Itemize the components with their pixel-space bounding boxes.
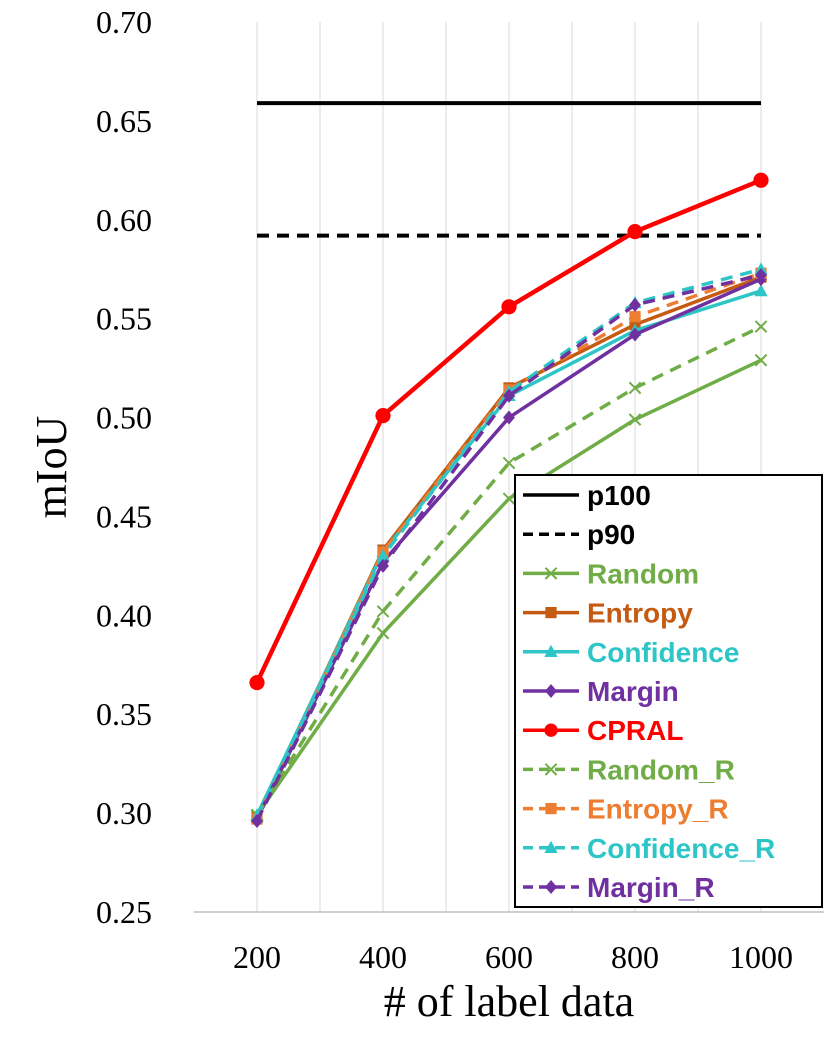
y-tick-label: 0.30 <box>96 795 152 831</box>
legend-marker <box>545 803 557 815</box>
legend-entry: p90 <box>523 519 635 550</box>
legend-marker <box>544 763 558 776</box>
series-line <box>255 273 762 822</box>
legend-label: Confidence <box>587 637 739 668</box>
legend: p100 p90 Random Entropy Confidence Margin CPRA… <box>514 474 823 908</box>
y-tick-label: 0.60 <box>96 202 152 238</box>
legend-entry: Entropy_R <box>523 794 729 825</box>
legend-label: Confidence_R <box>587 833 775 864</box>
data-point <box>754 320 768 333</box>
legend-entry: Confidence_R <box>523 833 775 864</box>
y-axis-ticks: 0.25 0.30 0.35 0.40 0.45 0.50 0.55 0.60 0.65 0.70 <box>96 4 152 930</box>
y-tick-label: 0.70 <box>96 4 152 40</box>
y-tick-label: 0.40 <box>96 597 152 633</box>
data-point <box>251 814 263 829</box>
data-point <box>502 492 516 505</box>
legend-entry: Confidence <box>523 637 739 668</box>
data-point <box>376 626 390 640</box>
data-point <box>754 283 768 297</box>
x-tick-label: 400 <box>359 939 407 975</box>
data-point <box>375 407 391 424</box>
legend-label: Entropy_R <box>587 794 729 825</box>
legend-marker <box>544 723 558 737</box>
y-axis-title: mIoU <box>27 416 76 519</box>
y-tick-label: 0.50 <box>96 400 152 436</box>
legend-label: Random_R <box>587 754 735 785</box>
data-point <box>755 268 767 283</box>
series-line <box>255 325 762 817</box>
legend-marker <box>545 880 557 894</box>
x-tick-label: 800 <box>611 939 659 975</box>
legend-entry: Margin <box>523 676 679 707</box>
y-tick-label: 0.35 <box>96 696 152 732</box>
legend-label: Margin_R <box>587 872 715 903</box>
legend-label: Random <box>587 558 699 589</box>
x-axis-title: # of label data <box>384 977 634 1026</box>
reference-lines <box>257 101 761 238</box>
x-tick-label: 200 <box>233 939 281 975</box>
data-point <box>629 297 641 312</box>
data-point <box>376 605 390 618</box>
legend-label: p90 <box>587 519 635 550</box>
legend-label: p100 <box>587 480 651 511</box>
data-point <box>503 388 515 403</box>
data-point <box>627 224 643 240</box>
legend-entry: Margin_R <box>523 872 715 903</box>
data-point <box>754 353 768 367</box>
legend-marker <box>544 567 558 580</box>
data-point <box>629 311 641 323</box>
vertical-gridlines <box>256 22 762 912</box>
y-tick-label: 0.45 <box>96 498 152 534</box>
data-point <box>503 410 515 425</box>
data-point <box>376 549 390 562</box>
legend-marker <box>544 644 558 658</box>
data-point <box>628 381 642 395</box>
data-point <box>502 456 516 470</box>
legend-entry: CPRAL <box>523 715 683 746</box>
legend-label: CPRAL <box>587 715 683 746</box>
legend-entry: Random_R <box>523 754 735 785</box>
x-axis-ticks: 200 400 600 800 1000 <box>233 939 793 975</box>
data-point <box>628 413 642 426</box>
x-tick-label: 1000 <box>729 939 793 975</box>
data-point <box>501 299 517 315</box>
legend-marker <box>545 684 557 698</box>
y-tick-label: 0.55 <box>96 301 152 337</box>
legend-label: Margin <box>587 676 679 707</box>
legend-entry: Random <box>523 558 699 589</box>
data-point <box>753 172 769 188</box>
data-point <box>377 558 389 573</box>
legend-marker <box>545 607 557 619</box>
x-tick-label: 600 <box>485 939 533 975</box>
y-tick-label: 0.25 <box>96 894 152 930</box>
data-point <box>629 327 641 342</box>
series-cpral <box>249 172 769 691</box>
legend-marker <box>544 840 558 854</box>
legend-entry: Entropy <box>523 598 693 629</box>
series-random-r <box>250 320 768 822</box>
data-point <box>249 674 265 691</box>
series-margin-r <box>251 268 767 829</box>
legend-label: Entropy <box>587 598 693 629</box>
legend-entry: p100 <box>523 480 651 511</box>
data-series <box>249 172 769 829</box>
y-tick-label: 0.65 <box>96 103 152 139</box>
